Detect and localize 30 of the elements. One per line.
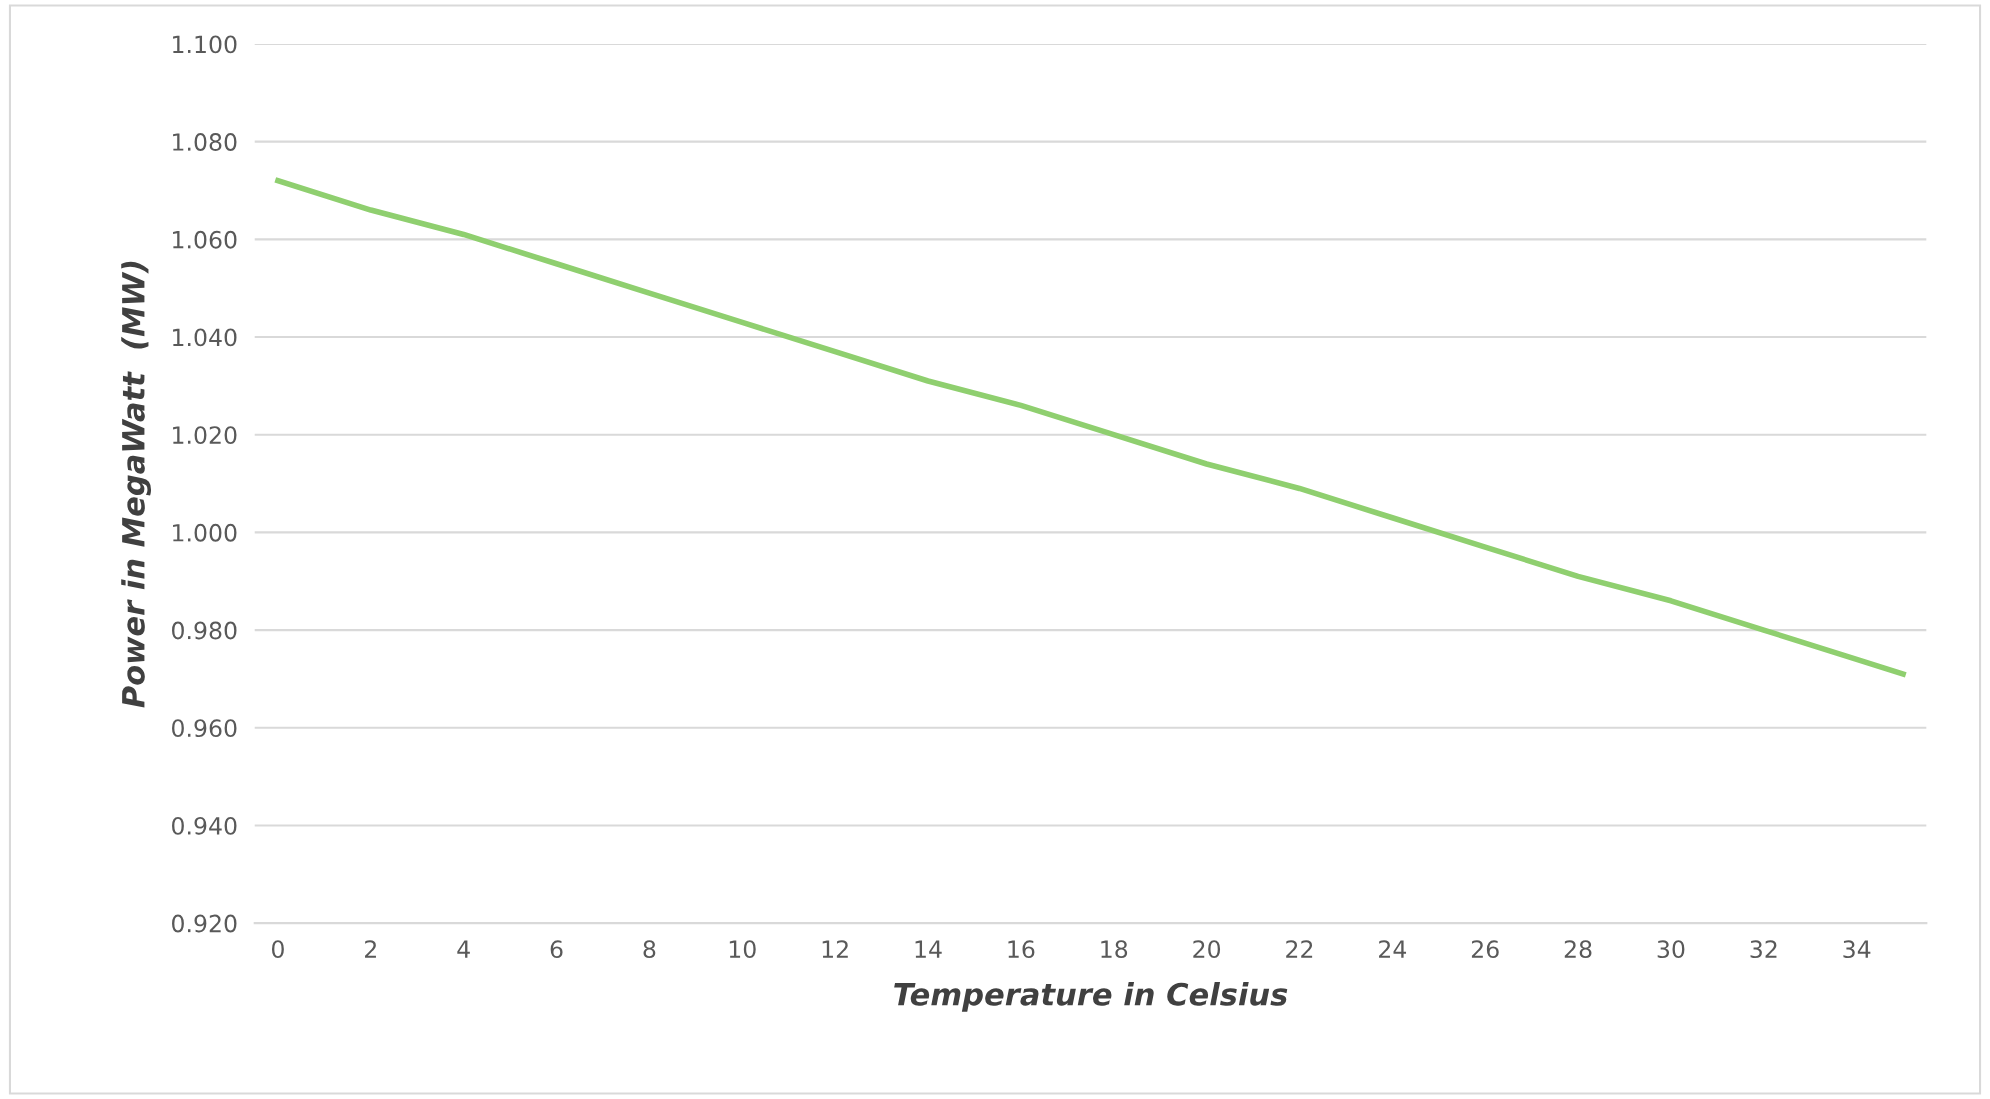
y-tick-label: 1.100 — [173, 35, 237, 54]
x-tick-label: 28 — [1564, 940, 1592, 959]
x-tick-label: 20 — [1193, 940, 1221, 959]
x-tick-label: 22 — [1286, 940, 1313, 958]
x-tick-label: 18 — [1101, 940, 1128, 959]
x-tick-label: 30 — [1657, 940, 1685, 959]
y-tick-label: 1.040 — [173, 328, 237, 347]
x-tick-label: 26 — [1471, 940, 1499, 959]
x-tick-label: 6 — [550, 940, 563, 959]
x-tick-label: 4 — [457, 940, 470, 958]
x-tick-label: 14 — [915, 940, 942, 958]
x-tick-label: 10 — [729, 940, 756, 959]
x-tick-label: 0 — [271, 940, 284, 959]
y-tick-label: 1.020 — [173, 426, 237, 445]
y-tick-label: 0.920 — [172, 914, 237, 933]
x-tick-label: 2 — [365, 940, 376, 958]
y-tick-label: 1.080 — [173, 133, 237, 151]
x-axis-title: Temperature in Celsius — [894, 982, 1288, 1012]
x-tick-label: 8 — [643, 940, 656, 959]
x-tick-label: 34 — [1843, 940, 1871, 959]
y-axis-title: Power in MegaWatt (MW) — [121, 261, 152, 708]
x-tick-label: 32 — [1750, 940, 1777, 959]
x-tick-label: 16 — [1008, 940, 1035, 959]
x-tick-label: 12 — [822, 940, 848, 958]
y-tick-label: 0.960 — [172, 719, 237, 738]
y-tick-label: 0.980 — [172, 621, 237, 640]
y-tick-label: 1.000 — [173, 523, 237, 542]
y-tick-label: 0.940 — [172, 816, 237, 835]
y-tick-label: 1.060 — [173, 230, 237, 249]
x-tick-label: 24 — [1379, 940, 1407, 958]
